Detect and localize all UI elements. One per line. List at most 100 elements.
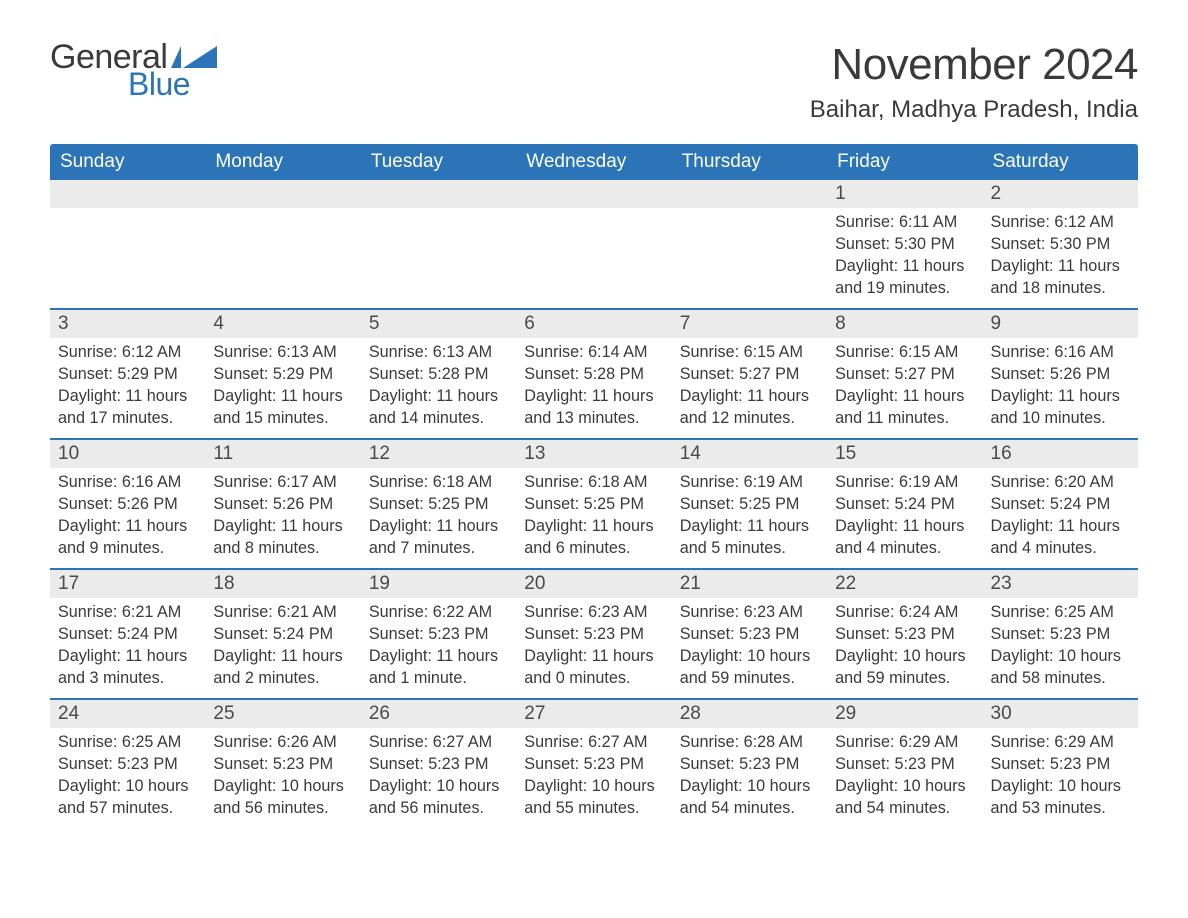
weekday-header-row: SundayMondayTuesdayWednesdayThursdayFrid… <box>50 144 1138 180</box>
sunrise-text: Sunrise: 6:26 AM <box>213 732 352 754</box>
daylight-text-1: Daylight: 11 hours <box>369 516 508 538</box>
day-cell: 12 Sunrise: 6:18 AMSunset: 5:25 PMDayligh… <box>361 440 516 568</box>
daylight-text-1: Daylight: 11 hours <box>58 516 197 538</box>
day-number: 16 <box>983 440 1138 468</box>
daylight-text-1: Daylight: 10 hours <box>835 646 974 668</box>
sunrise-text: Sunrise: 6:15 AM <box>680 342 819 364</box>
sunset-text: Sunset: 5:24 PM <box>213 624 352 646</box>
sunset-text: Sunset: 5:23 PM <box>369 624 508 646</box>
day-body: Sunrise: 6:17 AMSunset: 5:26 PMDaylight:… <box>205 468 360 565</box>
sunrise-text: Sunrise: 6:23 AM <box>524 602 663 624</box>
daylight-text-2: and 17 minutes. <box>58 408 197 430</box>
daylight-text-2: and 54 minutes. <box>680 798 819 820</box>
location-subtitle: Baihar, Madhya Pradesh, India <box>810 96 1138 124</box>
daylight-text-2: and 54 minutes. <box>835 798 974 820</box>
day-cell: 11Sunrise: 6:17 AMSunset: 5:26 PMDayligh… <box>205 440 360 568</box>
daylight-text-2: and 10 minutes. <box>991 408 1130 430</box>
day-cell: 15Sunrise: 6:19 AMSunset: 5:24 PMDayligh… <box>827 440 982 568</box>
sunset-text: Sunset: 5:23 PM <box>58 754 197 776</box>
day-body <box>50 208 205 288</box>
sunrise-text: Sunrise: 6:18 AM <box>524 472 663 494</box>
daylight-text-2: and 5 minutes. <box>680 538 819 560</box>
day-number: 22 <box>827 570 982 598</box>
daylight-text-1: Daylight: 11 hours <box>213 386 352 408</box>
sunrise-text: Sunrise: 6:24 AM <box>835 602 974 624</box>
day-cell: 14Sunrise: 6:19 AMSunset: 5:25 PMDayligh… <box>672 440 827 568</box>
daylight-text-1: Daylight: 11 hours <box>835 516 974 538</box>
day-body: Sunrise: 6:13 AMSunset: 5:29 PMDaylight:… <box>205 338 360 435</box>
day-number: 19 <box>361 570 516 598</box>
sunset-text: Sunset: 5:23 PM <box>369 754 508 776</box>
day-cell: 16Sunrise: 6:20 AMSunset: 5:24 PMDayligh… <box>983 440 1138 568</box>
day-body: Sunrise: 6:27 AMSunset: 5:23 PMDaylight:… <box>361 728 516 825</box>
daylight-text-2: and 2 minutes. <box>213 668 352 690</box>
day-cell <box>361 180 516 308</box>
calendar-grid: SundayMondayTuesdayWednesdayThursdayFrid… <box>50 144 1138 828</box>
day-number: 13 <box>516 440 671 468</box>
day-body: Sunrise: 6:12 AMSunset: 5:29 PMDaylight:… <box>50 338 205 435</box>
day-number: 1 <box>827 180 982 208</box>
weekday-header: Friday <box>827 144 982 180</box>
day-cell <box>516 180 671 308</box>
day-number: 5 <box>361 310 516 338</box>
day-number: 11 <box>205 440 360 468</box>
daylight-text-1: Daylight: 10 hours <box>991 776 1130 798</box>
day-number <box>672 180 827 208</box>
sunset-text: Sunset: 5:26 PM <box>58 494 197 516</box>
sunrise-text: Sunrise: 6:22 AM <box>369 602 508 624</box>
day-number: 9 <box>983 310 1138 338</box>
title-block: November 2024 Baihar, Madhya Pradesh, In… <box>810 40 1138 124</box>
day-number: 3 <box>50 310 205 338</box>
sunrise-text: Sunrise: 6:19 AM <box>680 472 819 494</box>
header-row: General Blue November 2024 Baihar, Madhy… <box>50 40 1138 124</box>
sunrise-text: Sunrise: 6:18 AM <box>369 472 508 494</box>
daylight-text-1: Daylight: 10 hours <box>369 776 508 798</box>
day-cell <box>672 180 827 308</box>
daylight-text-2: and 6 minutes. <box>524 538 663 560</box>
day-number: 30 <box>983 700 1138 728</box>
sunrise-text: Sunrise: 6:11 AM <box>835 212 974 234</box>
daylight-text-1: Daylight: 10 hours <box>58 776 197 798</box>
daylight-text-1: Daylight: 11 hours <box>58 646 197 668</box>
daylight-text-2: and 56 minutes. <box>369 798 508 820</box>
sunrise-text: Sunrise: 6:19 AM <box>835 472 974 494</box>
day-cell: 28Sunrise: 6:28 AMSunset: 5:23 PMDayligh… <box>672 700 827 828</box>
day-body <box>361 208 516 288</box>
day-cell <box>50 180 205 308</box>
sunrise-text: Sunrise: 6:20 AM <box>991 472 1130 494</box>
daylight-text-1: Daylight: 10 hours <box>213 776 352 798</box>
week-row: 1Sunrise: 6:11 AMSunset: 5:30 PMDaylight… <box>50 180 1138 308</box>
day-number: 6 <box>516 310 671 338</box>
daylight-text-2: and 53 minutes. <box>991 798 1130 820</box>
weeks-container: 1 Sunrise: 6:11 AM Sunset: 5:30 PM Daylight… <box>50 180 1138 828</box>
calendar-page: General Blue November 2024 Baihar, Madhy… <box>0 0 1188 888</box>
day-cell: 22Sunrise: 6:24 AMSunset: 5:23 PMDayligh… <box>827 570 982 698</box>
sunset-text: Sunset: 5:24 PM <box>835 494 974 516</box>
daylight-text-2: and 4 minutes. <box>835 538 974 560</box>
sunset-text: Sunset: 5:24 PM <box>58 624 197 646</box>
day-number: 21 <box>672 570 827 598</box>
daylight-text-1: Daylight: 10 hours <box>680 646 819 668</box>
sunrise-text: Sunrise: 6:14 AM <box>524 342 663 364</box>
daylight-text-2: and 18 minutes. <box>991 278 1130 300</box>
daylight-text-2: and 12 minutes. <box>680 408 819 430</box>
sunset-text: Sunset: 5:23 PM <box>991 624 1130 646</box>
sunset-text: Sunset: 5:25 PM <box>680 494 819 516</box>
day-number: 12 <box>361 440 516 468</box>
daylight-text-1: Daylight: 11 hours <box>369 646 508 668</box>
day-cell: 18Sunrise: 6:21 AMSunset: 5:24 PMDayligh… <box>205 570 360 698</box>
daylight-text-2: and 57 minutes. <box>58 798 197 820</box>
day-cell: 7Sunrise: 6:15 AMSunset: 5:27 PMDaylight… <box>672 310 827 438</box>
day-number: 27 <box>516 700 671 728</box>
sunset-text: Sunset: 5:25 PM <box>369 494 508 516</box>
day-cell: 13Sunrise: 6:18 AMSunset: 5:25 PMDayligh… <box>516 440 671 568</box>
daylight-text-2: and 1 minute. <box>369 668 508 690</box>
day-number <box>205 180 360 208</box>
sunrise-text: Sunrise: 6:27 AM <box>524 732 663 754</box>
sunset-text: Sunset: 5:30 PM <box>991 234 1130 256</box>
sunset-text: Sunset: 5:23 PM <box>835 754 974 776</box>
day-number: 8 <box>827 310 982 338</box>
day-body: Sunrise: 6:22 AMSunset: 5:23 PMDaylight:… <box>361 598 516 695</box>
day-number: 24 <box>50 700 205 728</box>
day-body: Sunrise: 6:12 AMSunset: 5:30 PMDaylight:… <box>983 208 1138 305</box>
